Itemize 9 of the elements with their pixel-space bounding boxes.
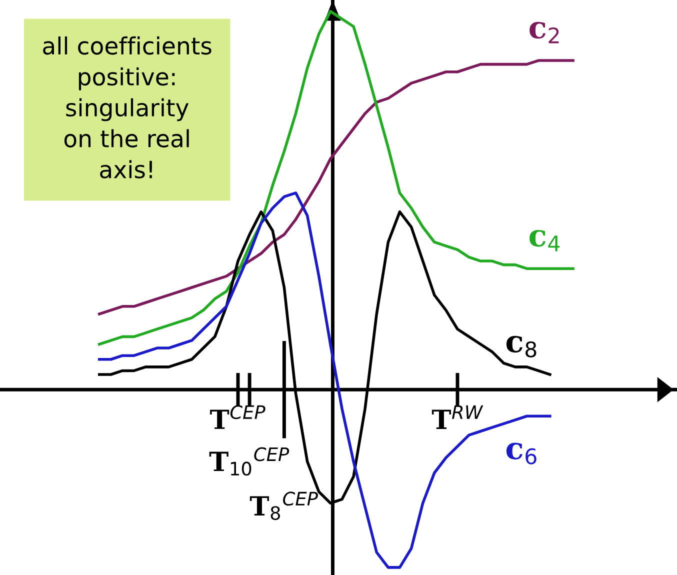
x-tick-label: T$_{8}$$^{CEP}$ [250, 492, 318, 520]
x-tick-label: T$^{CEP}$ [210, 405, 266, 429]
x-tick-label: T$^{RW}$ [432, 405, 484, 429]
series-label: c$_{8}$ [506, 336, 536, 358]
series-label: c$_{4}$ [530, 230, 560, 252]
series-label: c$_{2}$ [530, 22, 559, 44]
annotation: all coefficients positive: singularity on the real axis! [43, 36, 212, 178]
series-label: c$_{6}$ [506, 442, 536, 464]
x-tick-label: T$_{10}$$^{CEP}$ [209, 447, 290, 476]
